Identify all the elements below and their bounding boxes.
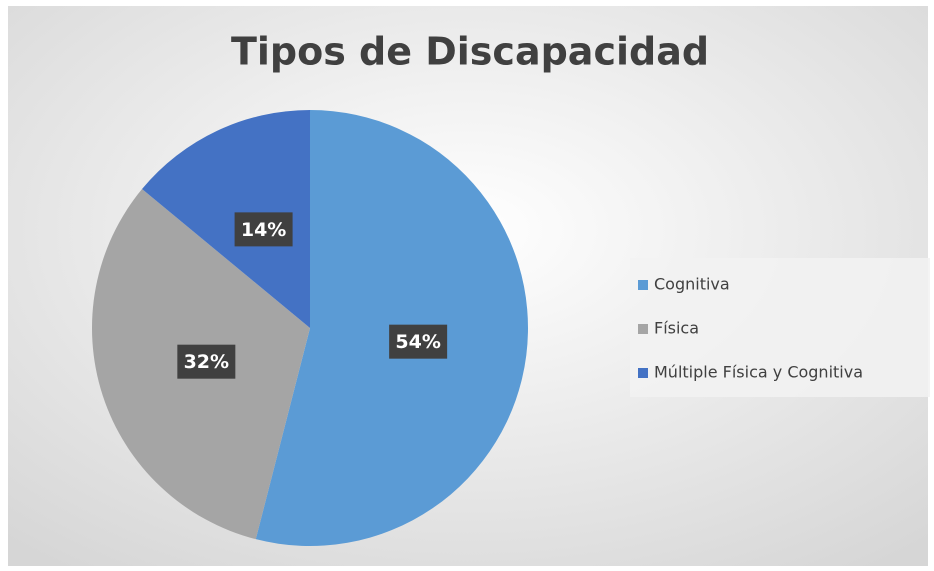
data-label-box [389,324,448,359]
data-label-box [234,212,293,247]
legend-swatch [638,368,648,378]
legend [630,258,930,397]
data-label-box [177,344,236,379]
legend-label: Física [654,319,699,338]
legend-swatch [638,280,648,290]
data-label: 54% [395,331,440,353]
pie-slice [142,110,310,328]
chart-title: Tipos de Discapacidad [231,30,709,74]
legend-label: Cognitiva [654,275,730,294]
data-label: 14% [241,219,286,241]
legend-swatch [638,324,648,334]
data-label: 32% [184,351,229,373]
legend-label: Múltiple Física y Cognitiva [654,363,863,382]
